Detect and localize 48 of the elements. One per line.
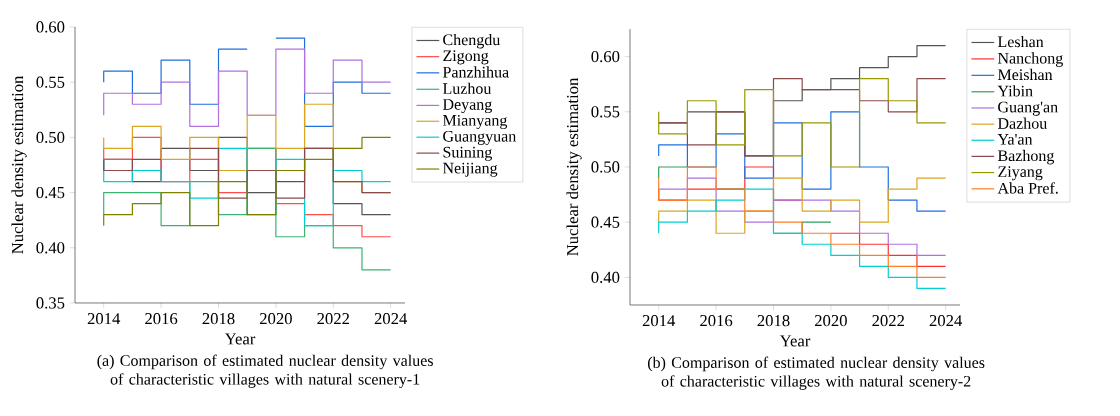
y-tick-label: 0.50 [591,161,620,173]
text: (b) Comparison of estimated nuclear density values of characteristic villages with natural scenery-2 [647,356,985,390]
y-tick-label: 0.45 [36,186,65,199]
x-tick-label: 2022 [317,313,350,325]
legend-label: Ya'an [997,134,1033,145]
x-tick-label: 2020 [259,313,292,325]
legend-label: Aba Pref. [997,182,1058,194]
y-tick-label: 0.35 [36,297,65,309]
x-axis-title: Year [779,335,811,347]
y-tick-label: 0.40 [591,271,620,284]
x-tick-label: 2014 [87,313,121,325]
x-tick-label: 2018 [202,313,235,325]
legend-label: Neijiang [442,162,498,177]
x-tick-label: 2016 [145,313,178,325]
x-tick-label: 2014 [642,315,676,327]
legend-label: Ziyang [998,166,1043,181]
legend-label: Luzhou [442,82,492,94]
x-tick-label: 2024 [374,313,408,325]
y-tick-label: 0.40 [36,242,65,254]
text: (a) Comparison of estimated nuclear density values of characteristic villages with natural scenery-1 [97,354,433,388]
legend-label: Panzhihua [442,66,509,78]
legend-label: Suining [443,146,492,161]
legend-label: Yibin [997,85,1033,97]
legend-label: Chengdu [443,33,500,49]
legend-label: Guang'an [998,101,1058,116]
x-axis-title: Year [224,333,256,345]
legend-label: Zigong [443,50,489,65]
x-tick-label: 2016 [700,315,733,327]
legend-label: Nanchong [997,52,1063,67]
y-tick-label: 0.60 [36,21,65,33]
legend-label: Guangyuan [443,130,517,145]
legend-label: Meishan [997,68,1053,81]
legend-label: Bazhong [997,149,1055,165]
legend-label: Mianyang [442,114,508,130]
y-tick-label: 0.45 [591,216,620,228]
y-tick-label: 0.60 [591,50,620,63]
legend-label: Deyang [442,99,492,114]
x-tick-label: 2020 [814,315,847,327]
x-tick-label: 2018 [757,315,790,327]
x-tick-label: 2022 [872,315,905,327]
y-tick-label: 0.50 [36,131,65,144]
y-tick-label: 0.55 [36,76,65,88]
x-tick-label: 2024 [929,315,963,327]
y-axis-title: Nuclear density estimation [11,75,27,254]
y-axis-title: Nuclear density estimation [566,77,582,256]
y-tick-label: 0.55 [591,106,620,118]
legend-label: Leshan [997,35,1044,48]
legend-label: Dazhou [997,117,1047,129]
